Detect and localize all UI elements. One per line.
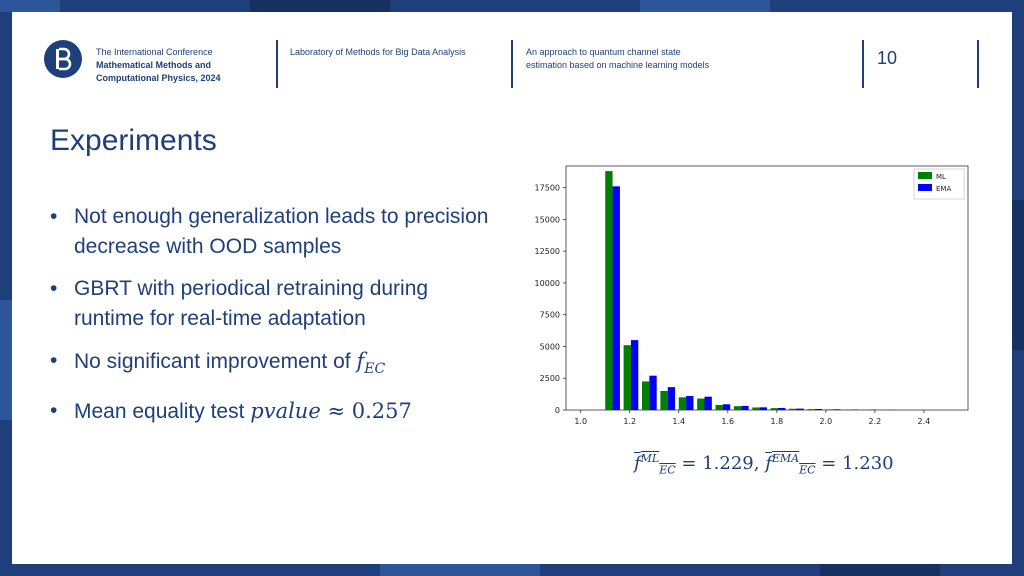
pvalue-number: 0.257 [351,399,412,424]
header-divider [511,40,513,88]
hse-logo [44,40,82,78]
bar-ml [660,390,668,410]
slide: The International Conference Mathematica… [12,12,1012,564]
slide-title: Experiments [50,124,217,157]
bullet-item: • Mean equality test pvalue ≈ 0.257 [50,396,490,427]
background-square [820,564,940,576]
bullet-item: • No significant improvement of fEC [50,346,490,384]
bar-ema [722,404,731,410]
math-f: f [634,453,641,474]
conference-info: The International Conference Mathematica… [96,46,266,85]
bar-ml [623,345,631,410]
x-tick-label: 2.4 [918,417,931,426]
bar-ml [825,409,834,410]
header-divider [276,40,278,88]
x-tick-label: 1.6 [721,417,734,426]
mean-ema-term: fEMAEC [765,452,816,477]
bar-ml [733,406,742,410]
bullet-icon: • [50,399,58,423]
background-square [640,0,770,12]
bar-ema [667,387,676,410]
legend-swatch [918,184,932,191]
mean-formula: fMLEC = 1.229, fEMAEC = 1.230 [634,452,894,477]
bar-ml [641,381,650,410]
bullet-item: • GBRT with periodical retraining during… [50,274,490,334]
math-subscript: EC [364,361,386,378]
conference-line3: Computational Physics, 2024 [96,73,221,83]
bar-ema [704,396,712,410]
y-tick-label: 10000 [535,279,560,288]
conference-line2: Mathematical Methods and [96,60,212,70]
bar-ema [630,340,639,410]
background-square [380,564,540,576]
x-tick-label: 2.2 [868,417,881,426]
header-divider [862,40,864,88]
histogram-chart: 1.0 1.2 1.4 1.6 1.8 2.0 2.2 2.4 0 2500 5000 7500 100… [535,165,969,426]
bar-ml [770,408,779,410]
bar-ml [678,397,687,410]
bar-ema [833,409,841,410]
math-f: f [356,349,365,373]
bar-ml [752,407,760,410]
bar-ml [697,398,705,410]
y-tick-label: 17500 [535,184,560,193]
bar-ema [741,405,749,410]
background-square [0,300,12,420]
y-tick-label: 2500 [540,374,560,383]
page-number: 10 [876,48,898,68]
header-divider [977,40,979,88]
legend-swatch [918,172,932,179]
bar-ema [814,408,823,410]
math-relation: ≈ [320,399,352,424]
bullet-icon: • [50,205,58,228]
x-tick-label: 1.2 [623,417,636,426]
legend-label: ML [936,173,946,181]
formula-value-ema: = 1.230 [815,453,894,474]
bar-ema [778,407,786,410]
bar-ema [612,186,620,410]
conference-line1: The International Conference [96,47,213,57]
x-tick-label: 1.0 [574,417,587,426]
x-tick-label: 2.0 [819,417,832,426]
bullet-icon: • [50,277,58,300]
bar-ema [759,407,767,410]
bar-ml [807,409,815,410]
bar-ema [649,375,657,410]
y-tick-label: 12500 [535,247,560,256]
formula-sup-ml: ML [640,452,660,465]
bullet-list: • Not enough generalization leads to pre… [50,202,490,439]
talk-title: An approach to quantum channel state est… [526,47,710,70]
math-f: f [765,453,772,474]
bar-ema [851,409,859,410]
bullet-text: Mean equality test [74,400,251,424]
x-tick-label: 1.8 [770,417,783,426]
bullet-icon: • [50,349,58,372]
formula-sup-ema: EMA [771,452,800,465]
bar-ema [796,408,804,410]
y-tick-label: 15000 [535,215,560,224]
background-square [0,0,60,12]
bullet-text: GBRT with periodical retraining during r… [74,277,429,330]
x-tick-label: 1.4 [672,417,685,426]
mean-ml-term: fMLEC [634,452,676,477]
formula-sub-ec: EC [799,463,816,477]
background-square [250,0,390,12]
background-square [1012,200,1024,350]
y-tick-label: 5000 [540,342,560,351]
bullet-text: No significant improvement of [74,350,357,373]
legend-label: EMA [936,185,951,193]
laboratory-name: Laboratory of Methods for Big Data Analy… [290,47,466,57]
math-pvalue: pvalue [250,399,321,424]
y-tick-label: 0 [555,406,560,415]
bar-ml [605,171,613,410]
bar-ml [789,408,797,410]
bullet-text: Not enough generalization leads to preci… [74,205,489,258]
formula-sub-ec: EC [659,463,676,477]
bar-ema [686,396,694,410]
y-tick-label: 7500 [540,311,560,320]
formula-value-ml: = 1.229, [675,453,766,474]
bullet-item: • Not enough generalization leads to pre… [50,202,490,262]
bar-ml [715,404,723,410]
bar-ml [844,409,852,410]
